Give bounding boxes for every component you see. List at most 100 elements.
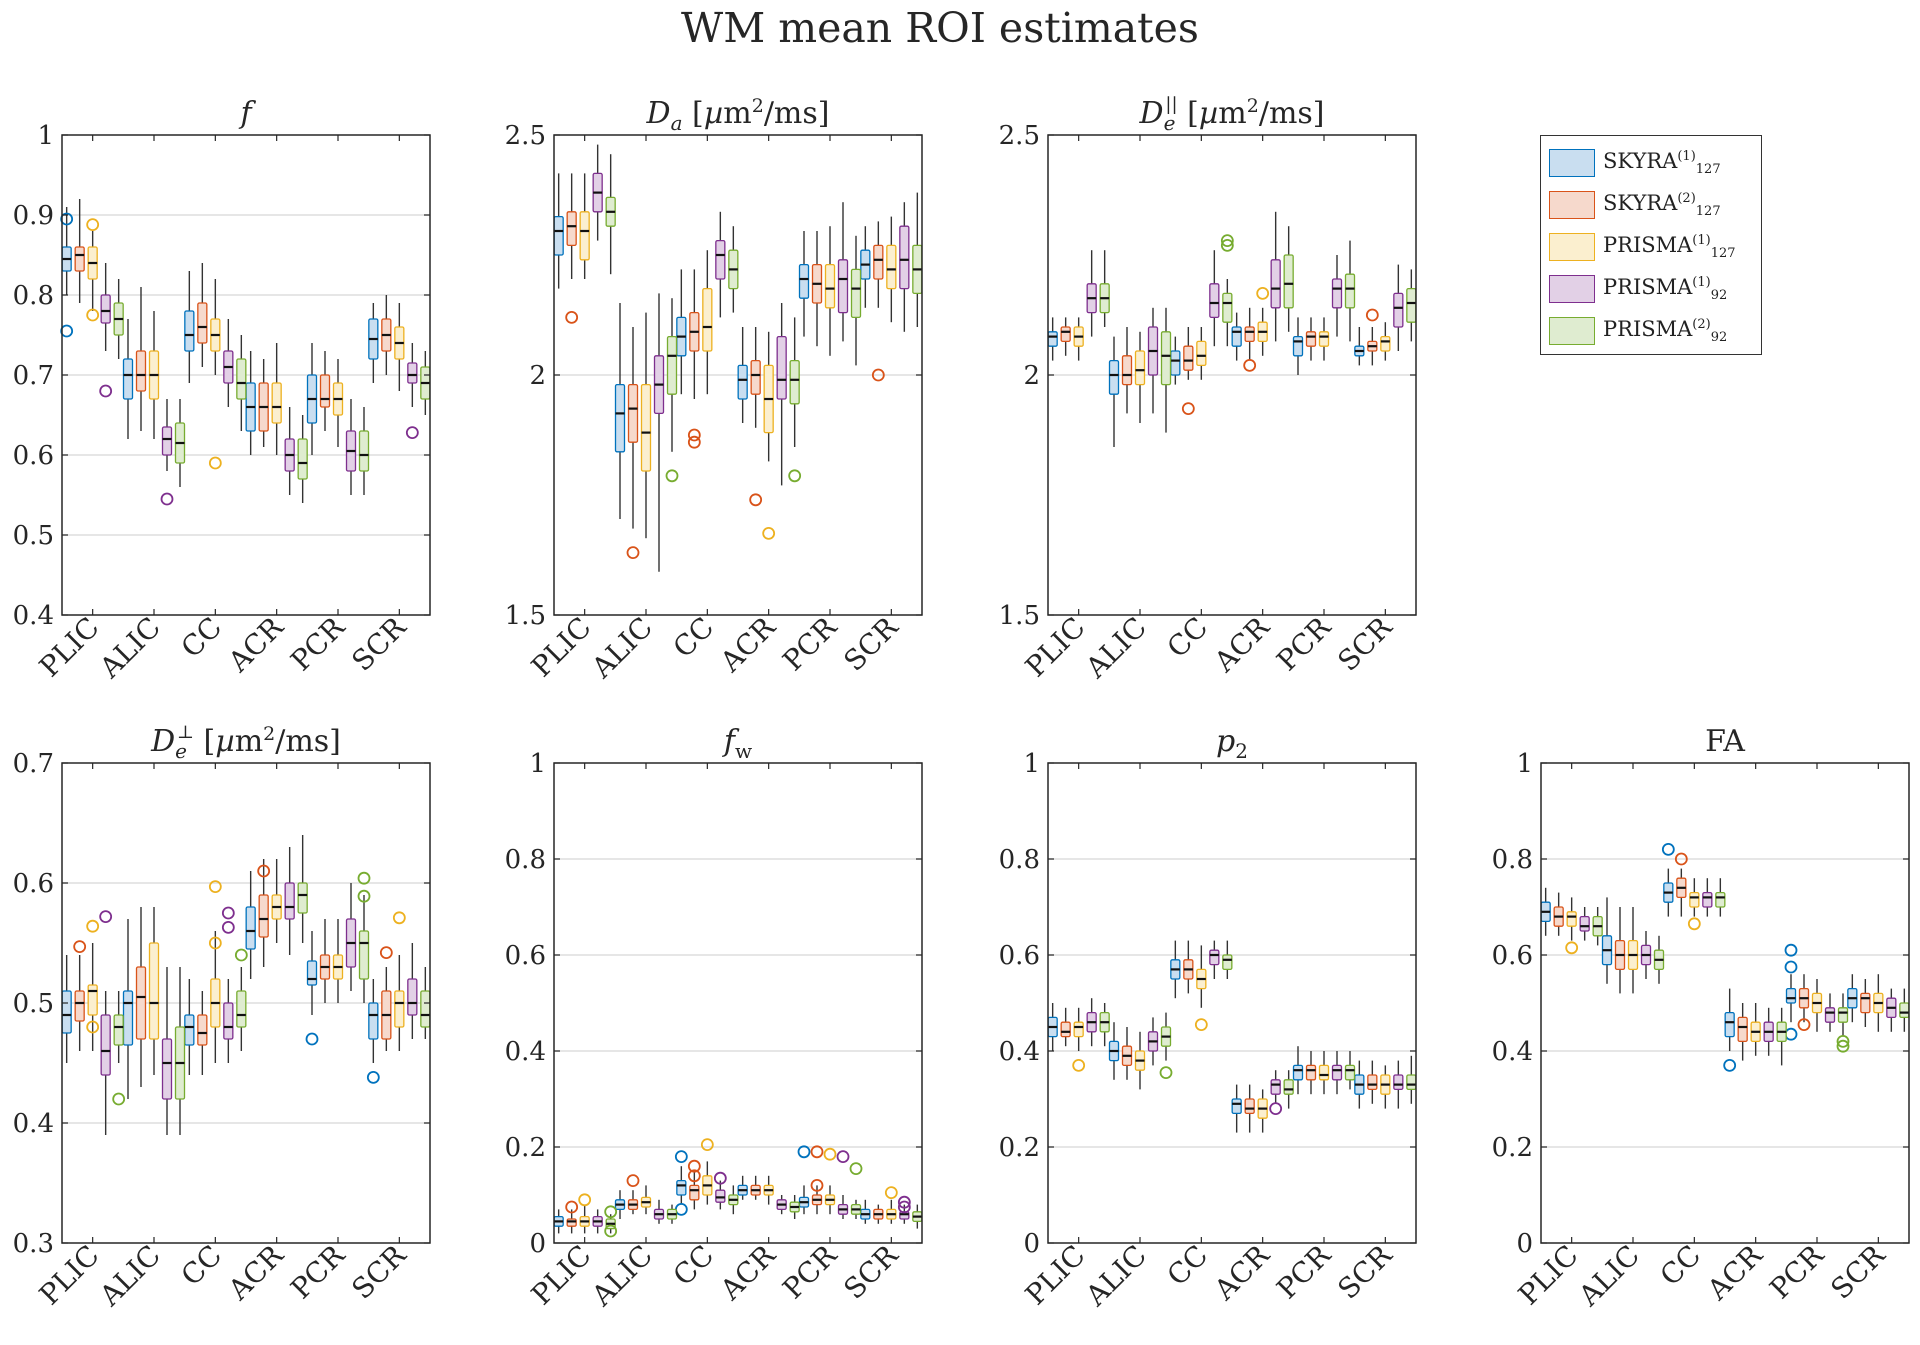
outlier-point (160, 492, 174, 506)
y-tick-label: 0.8 (13, 281, 54, 311)
outlier-point (1220, 238, 1234, 252)
outlier-point (208, 936, 222, 950)
y-tick-label: 0.2 (1492, 1133, 1533, 1163)
outlier-point (392, 911, 406, 925)
outlier-point (604, 1205, 618, 1219)
box (702, 287, 713, 352)
x-tick-label: ALIC (584, 1239, 658, 1313)
box (74, 990, 85, 1022)
legend-swatch (1549, 275, 1595, 303)
box (1134, 350, 1146, 386)
x-tick-label: CC (1161, 611, 1215, 665)
x-tick-label: ALIC (1571, 1239, 1645, 1313)
y-tick-label: 0.6 (999, 941, 1040, 971)
x-tick-label: SCR (345, 1238, 413, 1306)
panel-title: FA (1705, 724, 1745, 759)
box (1108, 359, 1120, 395)
outlier-point (897, 1200, 911, 1214)
outlier-point (578, 1193, 592, 1207)
outlier-point (762, 527, 776, 540)
outlier-point (357, 871, 371, 885)
box (1283, 254, 1294, 309)
outlier-point (112, 1092, 126, 1106)
box (1196, 340, 1207, 367)
y-tick-label: 0.5 (13, 989, 54, 1019)
box (1785, 987, 1797, 1004)
box (1579, 915, 1590, 932)
outlier-point (1723, 1059, 1737, 1072)
box (1170, 350, 1181, 376)
outlier-point (1181, 402, 1195, 416)
legend-item: PRISMA(2)92 (1549, 310, 1753, 352)
y-tick-label: 1 (1516, 749, 1533, 779)
box (627, 383, 639, 443)
box (1292, 335, 1304, 357)
outlier-point (713, 1171, 727, 1185)
box (245, 906, 256, 950)
box (579, 211, 590, 261)
box (1899, 1002, 1910, 1019)
outlier-point (1687, 917, 1701, 931)
x-tick-label: PCR (1270, 1238, 1337, 1305)
box (358, 930, 370, 980)
outlier-point (626, 1174, 640, 1187)
box (614, 383, 626, 453)
box (197, 1014, 208, 1046)
box (74, 246, 85, 272)
box (1344, 273, 1356, 309)
outlier-point (687, 435, 701, 449)
outlier-point (1565, 941, 1579, 955)
box (148, 942, 160, 1040)
outlier-point (60, 212, 74, 226)
box (61, 990, 72, 1034)
x-tick-label: ACR (1207, 610, 1276, 679)
x-tick-label: SCR (1824, 1238, 1892, 1306)
x-tick-label: ACR (713, 610, 782, 679)
y-tick-label: 2 (529, 361, 546, 391)
box (236, 358, 247, 400)
plot-area (1048, 763, 1416, 1243)
panel-title: fw (722, 724, 752, 763)
outlier-point (1194, 1018, 1208, 1031)
x-tick-label: CC (1654, 1239, 1708, 1293)
outlier-point (849, 1162, 863, 1175)
box (1121, 355, 1133, 386)
legend-swatch (1549, 317, 1595, 345)
legend-label: PRISMA(1)127 (1603, 232, 1736, 262)
box (358, 430, 370, 472)
box (1270, 1079, 1281, 1095)
box (258, 894, 269, 938)
x-tick-label: ALIC (92, 611, 166, 685)
box (407, 362, 418, 384)
panel-title: Da [µm2/ms] (646, 95, 830, 135)
outlier-point (208, 456, 222, 470)
box (122, 358, 134, 400)
box (640, 383, 652, 472)
box (1406, 287, 1417, 323)
y-tick-label: 2.5 (505, 121, 546, 151)
box (1331, 1064, 1343, 1081)
outlier-point (604, 1224, 618, 1238)
outlier-point (565, 1200, 579, 1214)
outlier-point (674, 1150, 688, 1163)
box (1860, 992, 1871, 1014)
outlier-point (1784, 960, 1798, 974)
legend-swatch (1549, 191, 1595, 219)
outlier-point (810, 1145, 824, 1159)
box (1305, 331, 1317, 347)
box (850, 268, 862, 319)
outlier-point (1269, 1102, 1283, 1115)
outlier-point (687, 428, 701, 442)
x-tick-label: SCR (1331, 610, 1399, 678)
box (1824, 1007, 1836, 1023)
outlier-point (665, 469, 679, 483)
box (1183, 345, 1194, 371)
box (135, 350, 147, 392)
outlier-point (86, 1020, 100, 1034)
panel-title: De|| [µm2/ms] (1139, 94, 1325, 135)
x-tick-label: ACR (1700, 1238, 1769, 1307)
y-tick-label: 0.6 (1492, 941, 1533, 971)
outlier-point (687, 1169, 701, 1183)
box (1047, 331, 1058, 347)
